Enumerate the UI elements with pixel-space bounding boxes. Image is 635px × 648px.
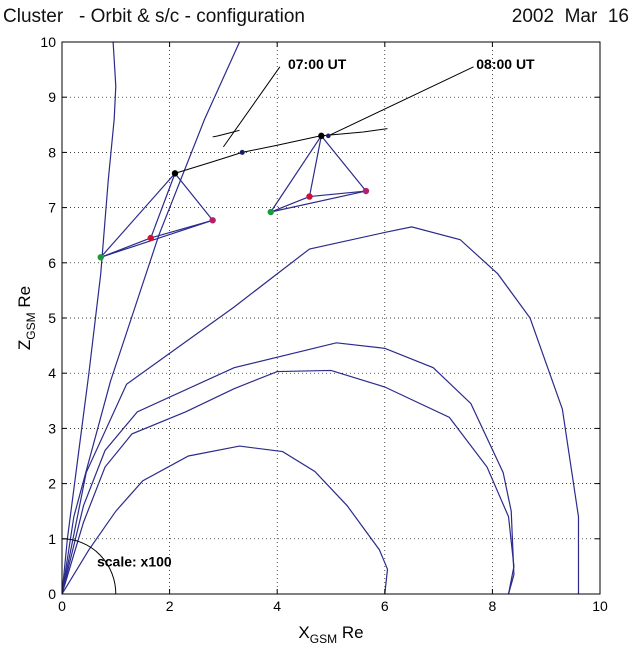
y-tick-label: 7 — [48, 200, 56, 216]
time-leader-1 — [222, 66, 281, 148]
chart-title: Cluster - Orbit & s/c - configuration — [3, 6, 305, 27]
scale-label: scale: x100 — [97, 553, 172, 569]
orbit-position-marker — [239, 149, 245, 155]
orbit-position-marker — [326, 133, 331, 139]
spacecraft-sc3-marker — [97, 254, 104, 261]
tetra-edge — [174, 173, 214, 221]
spacecraft-sc2-marker — [306, 193, 313, 200]
spacecraft-sc3-marker — [267, 208, 274, 216]
y-tick-label: 8 — [48, 144, 56, 160]
x-tick-label: 2 — [166, 598, 174, 614]
field-line-6 — [62, 42, 117, 594]
time-leader-2 — [328, 66, 474, 137]
x-tick-label: 10 — [592, 598, 608, 614]
x-axis-label: XGSM Re — [298, 623, 363, 646]
y-tick-label: 3 — [48, 420, 56, 436]
tetra-edge — [150, 219, 213, 239]
tetra-edge — [270, 190, 367, 213]
tetra-edge — [100, 172, 176, 258]
spacecraft-sc4-marker — [362, 187, 370, 195]
spacecraft-sc4-marker — [209, 217, 216, 224]
field-line-3 — [62, 342, 515, 594]
field-line-2 — [62, 369, 515, 594]
field-line-5 — [62, 42, 241, 594]
y-tick-label: 6 — [48, 255, 56, 271]
tetra-edge — [320, 135, 367, 192]
x-tick-label: 4 — [273, 598, 281, 614]
y-tick-label: 5 — [48, 310, 56, 326]
tetra-edge — [309, 190, 367, 198]
time-label-2: 08:00 UT — [476, 56, 535, 72]
y-tick-label: 2 — [48, 476, 56, 492]
tetra-edge — [150, 173, 176, 239]
orbit-track-1 — [174, 128, 388, 174]
spacecraft-sc1-marker — [318, 132, 325, 140]
y-tick-label: 10 — [40, 34, 56, 50]
y-tick-label: 4 — [48, 365, 56, 381]
y-axis-label: ZGSM Re — [15, 286, 38, 350]
x-tick-label: 6 — [381, 598, 389, 614]
field-line-4 — [62, 226, 580, 594]
time-label-1: 07:00 UT — [288, 56, 347, 72]
tetra-edge — [100, 219, 213, 258]
spacecraft-sc1-marker — [171, 170, 179, 177]
chart-date: 2002 Mar 16 — [511, 6, 629, 27]
y-tick-label: 1 — [48, 531, 56, 547]
tetra-edge — [308, 135, 322, 197]
y-tick-label: 9 — [48, 89, 56, 105]
tetra-edge — [270, 135, 322, 213]
y-tick-label: 0 — [48, 586, 56, 602]
field-line-1 — [62, 445, 389, 594]
x-tick-label: 0 — [58, 598, 66, 614]
x-tick-label: 8 — [489, 598, 497, 614]
tetra-edge — [270, 196, 310, 213]
earth-outline — [61, 538, 117, 595]
spacecraft-sc2-marker — [147, 234, 154, 242]
